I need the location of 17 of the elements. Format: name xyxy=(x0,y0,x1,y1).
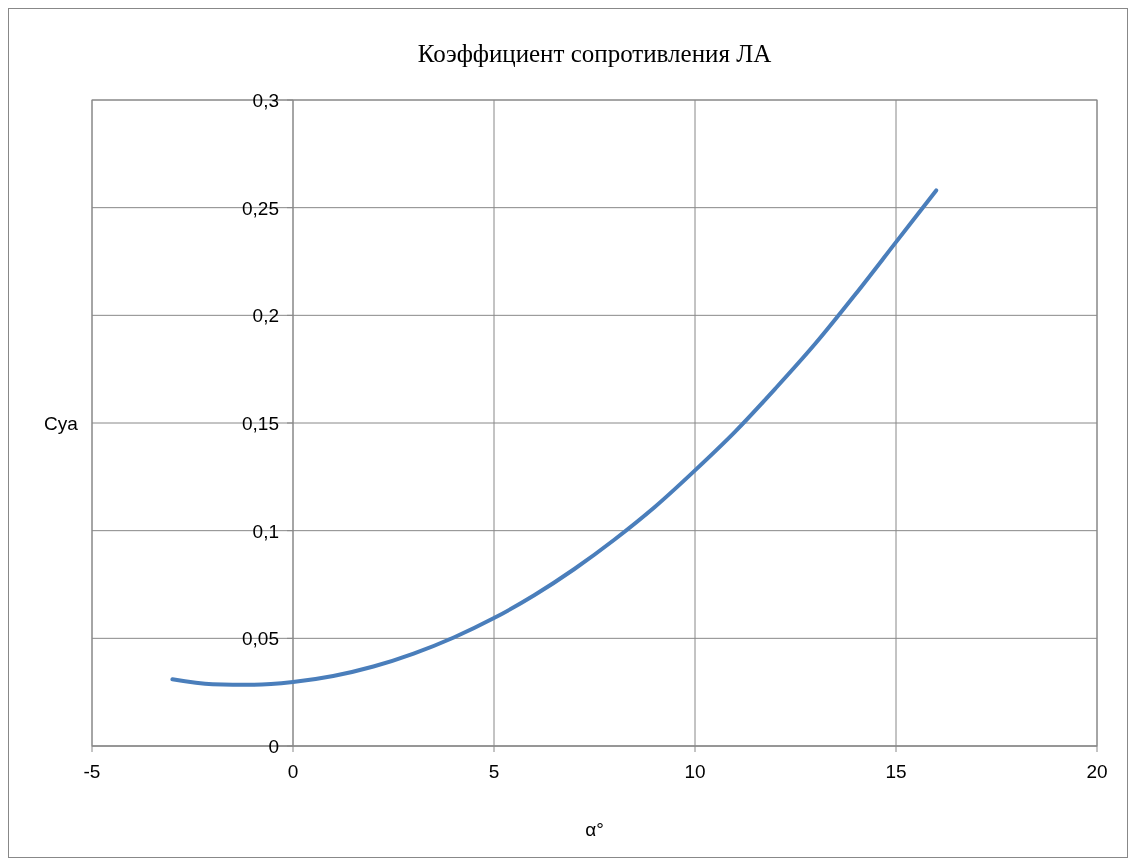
y-tick-label: 0,2 xyxy=(252,305,279,327)
x-tick-label: -5 xyxy=(83,761,101,782)
x-tick-label: 5 xyxy=(488,761,500,782)
x-tick-label: 20 xyxy=(1086,761,1108,782)
y-tick-label: 0,1 xyxy=(252,520,279,542)
x-axis-title: α° xyxy=(585,819,604,840)
x-tick-label: 15 xyxy=(885,761,907,782)
y-tick-label: 0,15 xyxy=(242,413,279,434)
x-tick-label: 10 xyxy=(684,761,706,782)
y-tick-label: 0,3 xyxy=(252,90,279,111)
chart-title: Коэффициент сопротивления ЛА xyxy=(417,40,772,67)
y-tick-label: 0 xyxy=(268,736,279,757)
y-tick-label: 0,05 xyxy=(242,628,279,650)
x-tick-label: 0 xyxy=(287,761,299,782)
y-axis-title: Cya xyxy=(44,413,79,434)
y-tick-label: 0,25 xyxy=(242,197,279,219)
line-series xyxy=(170,188,939,687)
